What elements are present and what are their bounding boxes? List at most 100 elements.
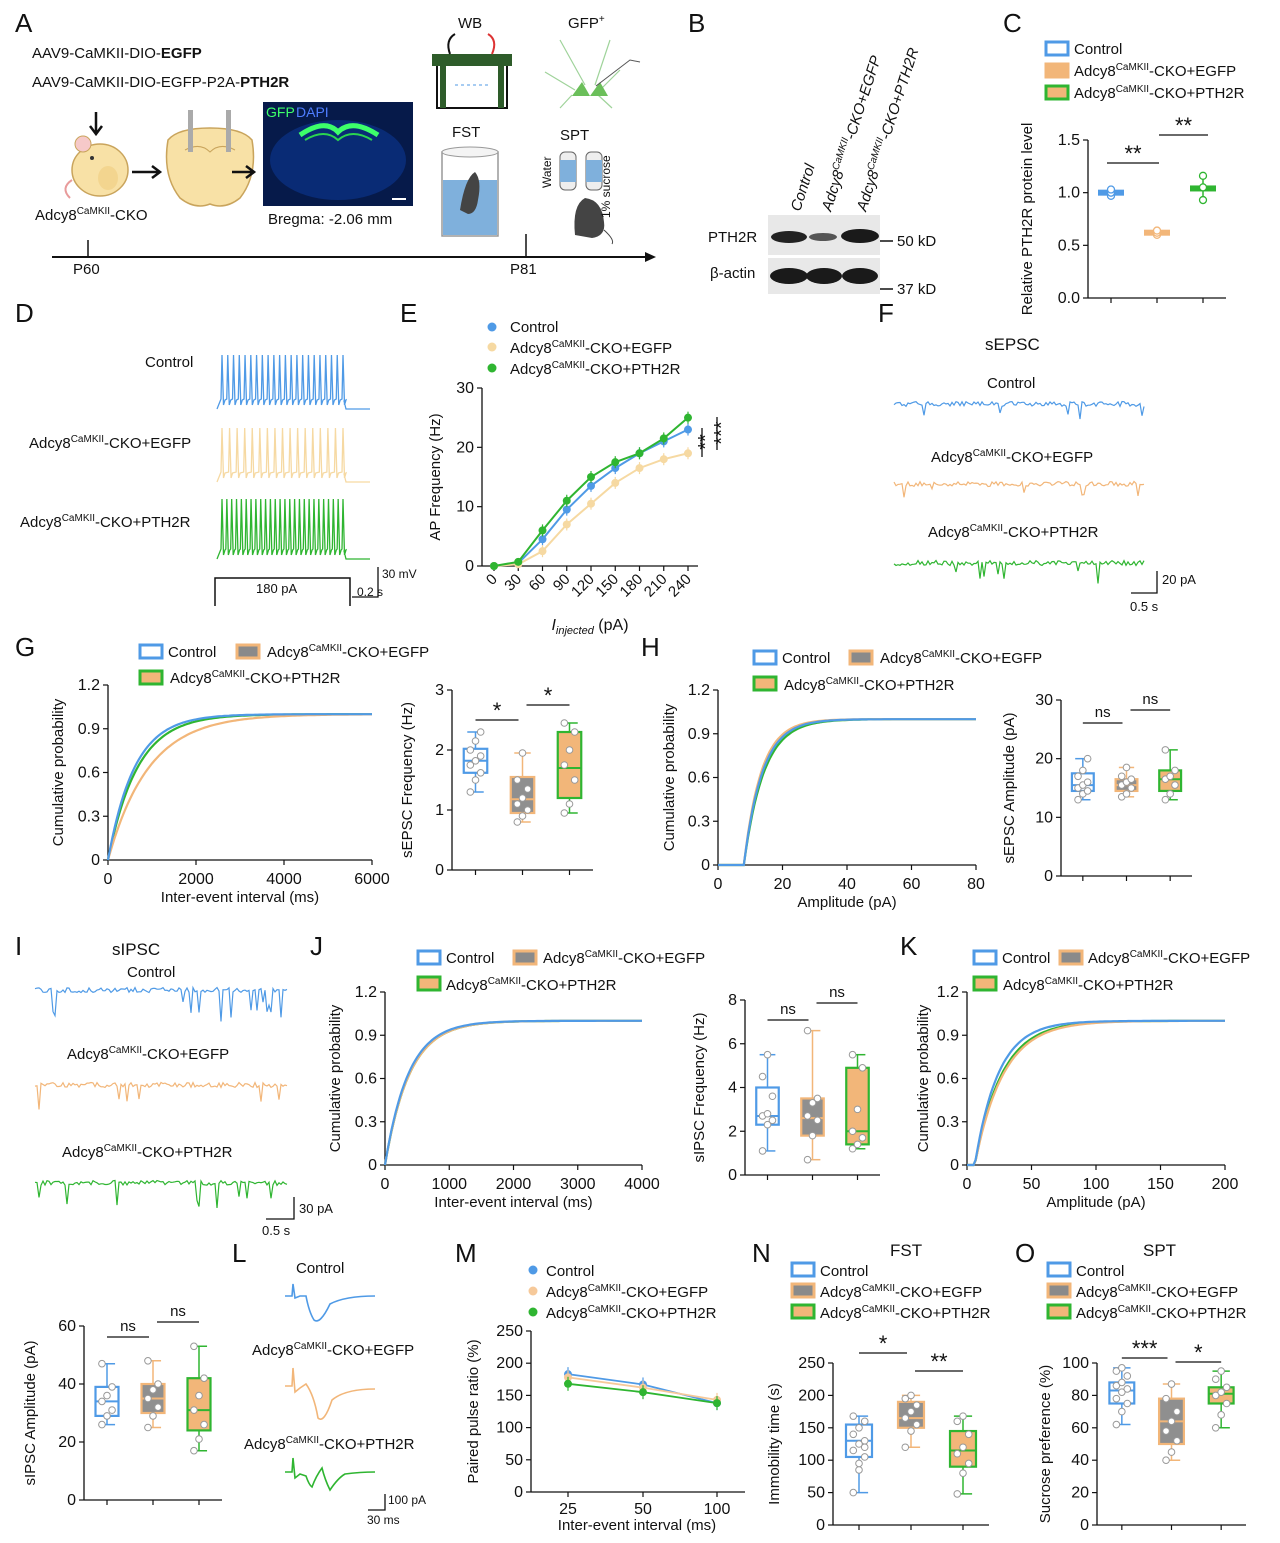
y-tick-label: 0.3 xyxy=(688,813,710,830)
sig-label: * xyxy=(1194,1340,1203,1365)
sig-label: ns xyxy=(1095,704,1111,721)
y-axis-title: Relative PTH2R protein level xyxy=(1019,123,1036,316)
data-point xyxy=(953,1449,962,1458)
x-tick-label: 4000 xyxy=(624,1176,660,1193)
data-point xyxy=(538,547,547,556)
injection-arrow-icon xyxy=(89,112,103,137)
data-point xyxy=(565,746,574,754)
band-actin-control xyxy=(770,268,808,284)
marker-37kd: 37 kD xyxy=(897,281,936,298)
data-point xyxy=(1167,1448,1176,1456)
panel-letter-c: C xyxy=(1003,8,1022,38)
x-tick-label: 120 xyxy=(568,571,598,601)
y-tick-label: 200 xyxy=(496,1355,523,1372)
forced-swim-icon xyxy=(441,146,499,237)
trace-label-control: Control xyxy=(296,1260,344,1277)
y-tick-label: 1 xyxy=(435,802,444,819)
data-point xyxy=(144,1423,152,1432)
data-point xyxy=(659,455,668,464)
data-point xyxy=(190,1446,198,1455)
x-tick-label: 60 xyxy=(903,876,921,893)
panel-o-legend: SPT Control Adcy8CaMKII-CKO+EGFP Adcy8Ca… xyxy=(1046,1241,1247,1322)
data-point xyxy=(1074,772,1082,781)
y-tick-label: 0 xyxy=(368,1157,377,1174)
sig-label: ns xyxy=(780,1001,796,1018)
y-tick-label: 0.9 xyxy=(355,1027,377,1044)
y-tick-label: 0.3 xyxy=(78,808,100,825)
data-point xyxy=(1127,784,1136,792)
y-axis-title: sIPSC Amplitude (pA) xyxy=(22,1340,39,1485)
y-tick-label: 0.9 xyxy=(688,726,710,743)
data-point xyxy=(562,496,571,505)
data-point xyxy=(901,1443,910,1452)
y-axis-title: Cumulative probability xyxy=(327,1004,344,1152)
data-point xyxy=(1106,185,1116,194)
data-point xyxy=(959,1443,967,1452)
data-point xyxy=(513,800,522,808)
trace-label-pth2r: Adcy8CaMKII-CKO+PTH2R xyxy=(62,1143,233,1161)
y-tick-label: 0.0 xyxy=(1058,290,1080,307)
sipsc-amplitude-box-chart: 0 20 40 60 sIPSC Amplitude (pA) ns ns xyxy=(22,1303,222,1509)
trace-label-pth2r: Adcy8CaMKII-CKO+PTH2R xyxy=(20,513,191,531)
scale-a-label: 100 pA xyxy=(388,1493,426,1507)
panel-letter-m: M xyxy=(455,1238,477,1268)
arrow-icon-2 xyxy=(232,165,257,179)
legend-control: Control xyxy=(820,1263,868,1280)
panel-letter-h: H xyxy=(641,632,660,662)
legend-egfp: Adcy8CaMKII-CKO+EGFP xyxy=(880,649,1042,667)
sig-label: *** xyxy=(711,421,733,445)
mouse-icon xyxy=(64,135,129,199)
y-tick-label: 0 xyxy=(465,558,474,575)
y-axis-title: Sucrose preference (%) xyxy=(1037,1365,1054,1523)
data-point xyxy=(1217,1411,1225,1419)
data-point xyxy=(144,1357,152,1365)
data-point xyxy=(144,1394,152,1403)
neuron-recording-icon xyxy=(544,39,641,109)
panel-letter-a: A xyxy=(15,8,33,38)
data-point xyxy=(471,757,480,765)
sig-label: ** xyxy=(930,1349,948,1374)
x-tick-label: 80 xyxy=(967,876,985,893)
trace-label-egfp: Adcy8CaMKII-CKO+EGFP xyxy=(931,448,1093,466)
data-point xyxy=(103,1412,111,1420)
data-point xyxy=(108,1383,116,1391)
legend-pth2r: Adcy8CaMKII-CKO+PTH2R xyxy=(820,1304,991,1322)
scale-t-label: 0.5 s xyxy=(262,1223,291,1238)
data-point xyxy=(855,1459,863,1468)
data-point xyxy=(1123,1385,1132,1393)
data-point xyxy=(1118,1364,1126,1372)
fst-label: FST xyxy=(452,124,480,141)
panel-j-box-chart: 0 2 4 6 8 sIPSC Frequency (Hz) ns ns xyxy=(691,984,880,1184)
data-point xyxy=(849,1446,858,1455)
panel-m-legend: Control Adcy8CaMKII-CKO+EGFP Adcy8CaMKII… xyxy=(528,1263,717,1322)
sig-label: * xyxy=(879,1331,888,1356)
sig-label: * xyxy=(544,683,553,708)
data-point xyxy=(1173,1407,1181,1416)
panel-g-legend: Control Adcy8CaMKII-CKO+EGFP Adcy8CaMKII… xyxy=(138,643,429,687)
data-point xyxy=(855,1440,863,1448)
panel-l-traces: Control Adcy8CaMKII-CKO+EGFP Adcy8CaMKII… xyxy=(244,1260,426,1527)
panel-letter-i: I xyxy=(15,931,22,961)
band-actin-pth2r xyxy=(842,268,878,284)
fst-title: FST xyxy=(890,1241,922,1260)
y-tick-label: 20 xyxy=(1071,1485,1089,1502)
y-axis-title: Cumulative probability xyxy=(915,1004,932,1152)
data-point xyxy=(513,818,522,826)
p60-label: P60 xyxy=(73,261,100,278)
x-tick-label: 40 xyxy=(838,876,856,893)
x-tick-label: 60 xyxy=(526,571,550,595)
y-tick-label: 0 xyxy=(67,1492,76,1509)
cdf-line-egfp xyxy=(383,1019,642,1166)
legend-egfp: Adcy8CaMKII-CKO+EGFP xyxy=(510,339,672,357)
trace-label-control: Control xyxy=(127,964,175,981)
data-point xyxy=(713,1399,721,1408)
data-point xyxy=(1162,1456,1170,1464)
y-tick-label: 0.9 xyxy=(78,721,100,738)
data-point xyxy=(103,1391,111,1400)
data-point xyxy=(564,1379,572,1388)
y-tick-label: 0 xyxy=(728,1167,737,1184)
x-tick-label: 180 xyxy=(617,571,647,601)
y-tick-label: 100 xyxy=(798,1452,825,1469)
y-tick-label: 0.6 xyxy=(937,1071,959,1088)
